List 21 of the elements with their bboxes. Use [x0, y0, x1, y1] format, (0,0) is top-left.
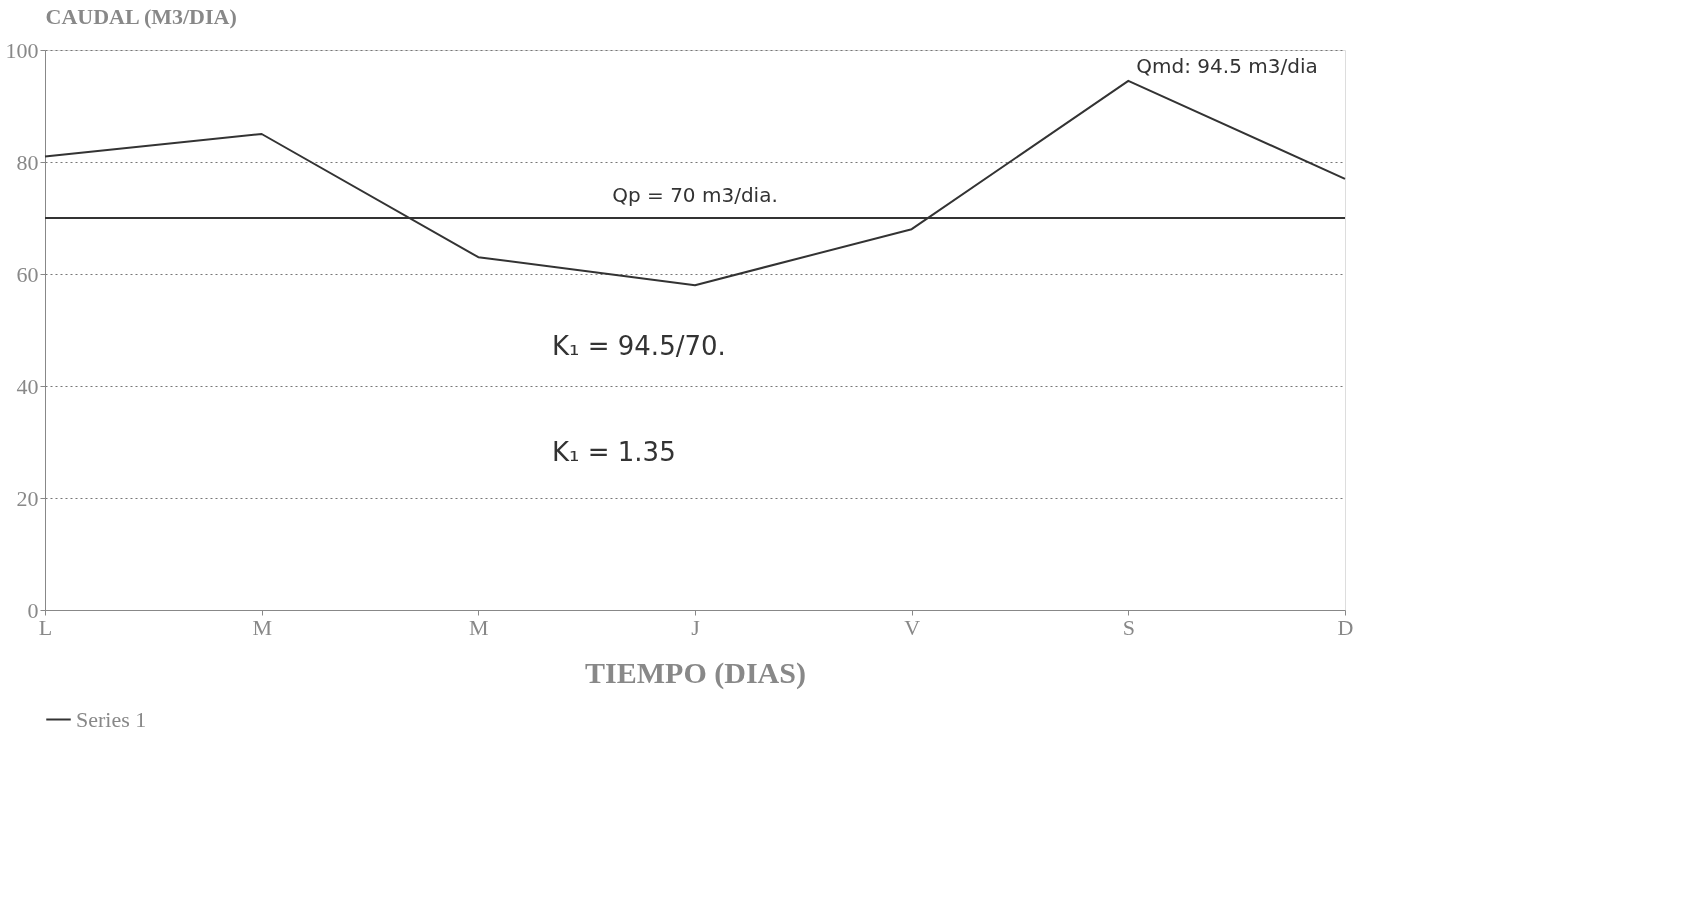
- y-tick-label: 20: [16, 485, 39, 511]
- x-tick-label: M: [469, 614, 489, 640]
- annotation: Qmd: 94.5 m3/dia: [1136, 53, 1318, 78]
- x-tick-label: S: [1122, 614, 1135, 640]
- y-tick-label: 60: [16, 261, 39, 287]
- y-tick-label: 80: [16, 149, 39, 175]
- x-tick-label: J: [691, 614, 701, 640]
- annotation: K₁ = 94.5/70.: [552, 330, 726, 361]
- legend-label: Series 1: [76, 706, 147, 732]
- x-tick-label: V: [904, 614, 921, 640]
- y-axis-title: CAUDAL (M3/DIA): [45, 3, 237, 29]
- x-axis-title: TIEMPO (DIAS): [585, 655, 806, 690]
- annotation: K₁ = 1.35: [552, 437, 676, 468]
- y-tick-label: 0: [27, 597, 39, 623]
- x-tick-label: M: [252, 614, 272, 640]
- line-series: [44, 79, 1346, 287]
- x-tick-label: D: [1337, 614, 1354, 640]
- x-tick-label: L: [38, 614, 53, 640]
- y-tick-label: 40: [16, 373, 39, 399]
- y-tick-label: 100: [5, 37, 39, 63]
- ref-line-label: Qp = 70 m3/dia.: [612, 183, 778, 207]
